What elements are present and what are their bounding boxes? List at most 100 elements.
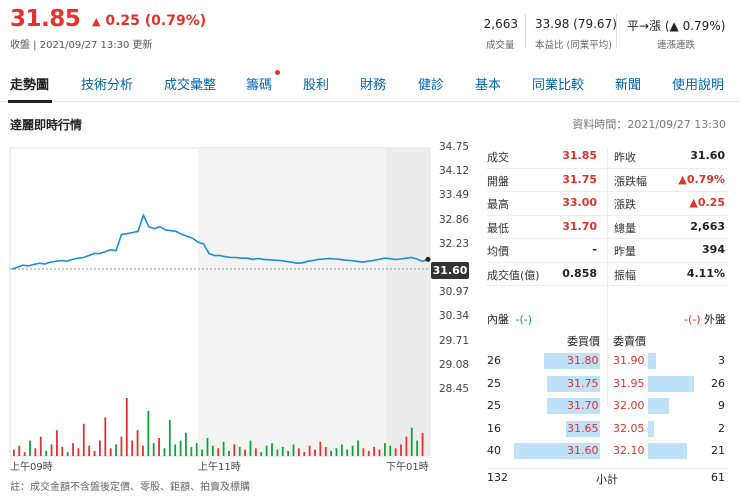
volume-bar [314,449,316,456]
y-tick-label: 34.75 [439,141,470,153]
streak-value: 平→漲 (▲ 0.79%) [627,19,726,33]
bid-volume-bar [565,420,600,437]
volume-bar [120,436,123,456]
section-title: 逹麗即時行情 [10,118,83,132]
orderbook-row: 25 31.75 31.95 26 [487,374,727,396]
volume-bar [238,446,241,456]
volume-bar [319,441,322,456]
volume-bar [195,443,198,456]
price-change-value: 0.25 (0.79%) [105,13,207,29]
volume-bar [308,445,311,456]
ask-price: 32.05 [613,421,645,435]
volume-bar [244,449,246,456]
volume-bar [281,446,284,456]
volume-bar [158,437,160,456]
update-time: 收盤 | 2021/09/27 13:30 更新 [10,40,153,51]
tab-health[interactable]: 健診 [418,78,445,93]
quote-value: ▲0.25 [689,196,725,209]
orderbook-row: 16 31.65 32.05 2 [487,419,727,441]
volume-bar [163,448,166,456]
volume-bar [125,398,128,456]
volume-bar [201,449,203,456]
volume-bar [410,427,413,456]
tab-chips[interactable]: 籌碼 [246,78,273,93]
inner-value: -(-) [515,313,533,326]
volume-bar [18,445,21,456]
tab-news[interactable]: 新聞 [615,78,642,93]
y-tick-label: 29.71 [439,334,470,347]
volume-bar [335,448,338,456]
ask-price: 32.10 [613,444,645,457]
ask-volume: 21 [711,444,725,457]
volume-bar [77,448,80,456]
x-tick-label: 下午01時 [386,462,429,473]
tab-technical[interactable]: 技術分析 [81,78,134,93]
tab-help[interactable]: 使用說明 [672,78,725,93]
bid-price: 31.75 [567,376,599,390]
volume-bar [174,444,177,456]
tab-chart[interactable]: 走勢圖 [10,78,50,93]
y-tick-label: 32.23 [439,237,470,250]
ask-volume: 26 [711,376,725,390]
quote-value: 31.60 [690,149,725,162]
volume-bar [82,423,85,456]
quote-label: 均價 [487,245,509,258]
volume-bar [276,449,279,456]
up-arrow-icon: ▲ [92,15,101,28]
volume-bar [29,440,31,456]
tab-peers[interactable]: 同業比較 [532,78,585,93]
volume-bar [297,448,300,456]
volume-bar [136,430,139,456]
y-tick-label: 33.49 [439,189,470,202]
volume-bar [109,448,112,456]
volume-bar [147,410,150,456]
volume-bar [324,446,327,456]
volume-bar [131,440,134,456]
ask-volume: 9 [718,399,725,412]
bid-price: 31.70 [567,399,599,412]
quote-label: 最高 [487,198,509,211]
volume-bar [72,443,74,456]
quote-value: 31.75 [562,172,597,186]
bid-volume: 26 [487,354,501,367]
footnote: 註：成交金額不含盤後定價、零股、鉅額、拍賣及標購 [10,482,250,493]
y-tick-label: 29.08 [439,358,470,371]
quote-value: 0.858 [562,266,597,280]
y-tick-label: 28.45 [439,383,470,395]
orderbook-row: 26 31.80 31.90 3 [487,351,727,373]
quote-row: 開盤 31.75 漲跌幅 ▲0.79% [487,169,727,192]
tab-dividend[interactable]: 股利 [303,78,330,93]
orderbook-total: 132 小計 61 [487,468,727,486]
pe-value: 33.98 (79.67) [535,17,617,31]
volume-bar [287,450,290,456]
ask-volume-bar [648,375,694,392]
session-shade [386,148,430,456]
notification-dot [275,70,280,75]
streak-label: 連漲連跌 [657,40,696,51]
bid-volume: 25 [487,376,501,390]
bid-volume: 16 [487,421,501,435]
y-tick-label: 30.34 [439,310,470,323]
quote-value: 33.00 [562,196,597,209]
tab-basic[interactable]: 基本 [475,78,502,93]
quote-label: 開盤 [487,174,509,188]
quote-row: 最低 31.70 總量 2,663 [487,216,727,239]
quote-label: 漲跌 [614,198,636,211]
ask-volume-bar [648,443,687,459]
quote-label: 成交 [487,151,509,164]
volume-bar [265,445,268,456]
volume-bar [13,449,15,456]
volume-bar [362,448,365,456]
volume-bar [346,449,349,456]
volume-bar [99,440,101,456]
volume-label: 成交量 [486,40,515,51]
volume-bar [211,445,214,456]
volume-bar [56,430,58,456]
volume-bar [142,445,144,456]
volume-bar [271,443,273,456]
tab-financial[interactable]: 財務 [360,78,387,93]
quote-row: 成交 31.85 昨收 31.60 [487,145,727,169]
tab-trades[interactable]: 成交彙整 [164,78,217,93]
x-tick-label: 上午11時 [198,462,241,473]
